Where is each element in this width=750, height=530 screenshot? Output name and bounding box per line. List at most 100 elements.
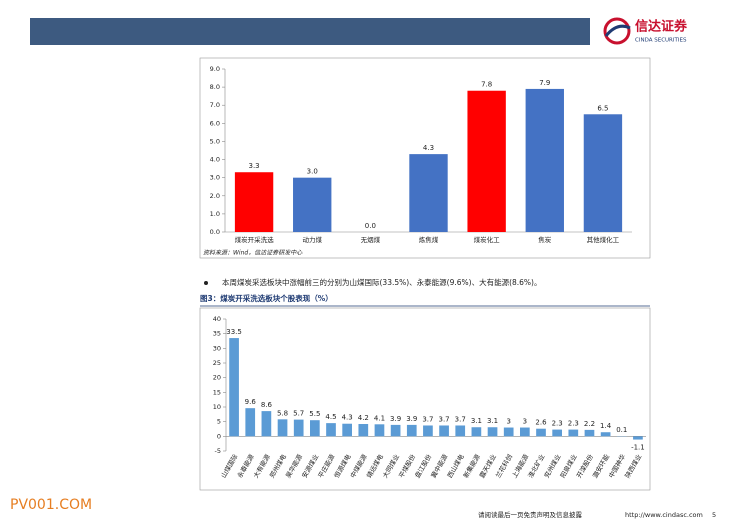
data-label: 3.3 xyxy=(249,162,260,170)
y-tick-label: 5.0 xyxy=(210,137,220,145)
data-label: 4.3 xyxy=(342,414,353,422)
y-tick-label: 3.0 xyxy=(210,174,220,182)
bar xyxy=(584,429,595,437)
data-label: 3.9 xyxy=(390,415,401,423)
data-label: 4.2 xyxy=(358,414,369,422)
y-tick-label: 40 xyxy=(213,315,221,323)
bar xyxy=(310,420,320,437)
bar xyxy=(525,88,564,232)
data-label: 4.3 xyxy=(423,144,434,152)
data-label: 3 xyxy=(506,418,510,426)
logo-text: 信达证券 xyxy=(635,19,688,35)
data-label: 3.7 xyxy=(455,415,466,423)
chart-frame xyxy=(199,307,651,491)
data-label: 1.4 xyxy=(600,422,612,430)
y-tick-label: 15 xyxy=(213,388,221,396)
data-label: 5.8 xyxy=(277,409,288,417)
bar xyxy=(503,427,514,437)
data-label: 4.1 xyxy=(374,414,385,422)
y-tick-label: 30 xyxy=(213,344,221,352)
logo-icon xyxy=(603,17,631,45)
data-label: 2.3 xyxy=(552,420,563,428)
y-tick-label: 2.0 xyxy=(210,192,220,200)
disclaimer: 请阅读最后一页免责声明及信息披露 xyxy=(478,510,583,519)
data-label: 3.0 xyxy=(307,168,318,176)
y-tick-label: -5 xyxy=(215,447,221,455)
y-tick-label: 0.0 xyxy=(210,228,220,236)
page-number: 5 xyxy=(712,511,716,519)
y-tick-label: 10 xyxy=(213,403,221,411)
bar xyxy=(552,429,562,437)
figure-title: 图3：煤炭开采洗选板块个股表现（%） xyxy=(200,293,333,303)
bar xyxy=(374,424,385,437)
data-label: 0.1 xyxy=(616,426,627,434)
bar xyxy=(583,114,623,232)
data-label: 5.7 xyxy=(293,410,304,418)
y-tick-label: 5 xyxy=(217,418,221,426)
data-label: 3 xyxy=(523,418,527,426)
y-tick-label: 8.0 xyxy=(210,83,220,91)
header-bar xyxy=(30,18,590,45)
bar xyxy=(261,411,272,437)
data-label: 0.0 xyxy=(365,222,376,230)
x-tick-label: 其他煤化工 xyxy=(587,235,620,244)
bar xyxy=(229,338,239,437)
y-tick-label: 1.0 xyxy=(210,210,220,218)
data-label: 8.6 xyxy=(261,401,273,409)
data-label: 6.5 xyxy=(597,104,608,112)
data-label: 3.7 xyxy=(439,415,450,423)
bar xyxy=(293,177,332,232)
data-label: 3.1 xyxy=(471,417,482,425)
x-tick-label: 动力煤 xyxy=(302,235,322,244)
data-label: 3.1 xyxy=(487,417,498,425)
bar xyxy=(277,419,288,437)
bar xyxy=(406,424,417,437)
y-tick-label: 0 xyxy=(217,432,221,440)
data-label: 3.7 xyxy=(422,415,433,423)
bullet-text: 本周煤炭采选板块中涨幅前三的分别为山煤国际(33.5%)、永泰能源(9.6%)、… xyxy=(222,277,542,287)
y-tick-label: 9.0 xyxy=(210,65,220,73)
watermark: PV001.COM xyxy=(10,497,92,513)
y-tick-label: 4.0 xyxy=(210,156,220,164)
bar xyxy=(600,432,611,437)
x-tick-label: 煤炭开采洗选 xyxy=(235,235,275,244)
data-label: 2.6 xyxy=(535,419,547,427)
bar xyxy=(358,424,369,437)
data-label: 7.8 xyxy=(481,81,492,89)
data-label: 2.2 xyxy=(584,420,595,428)
bar xyxy=(487,427,498,437)
x-tick-label: 无烟煤 xyxy=(361,235,381,244)
x-tick-label: 炼焦煤 xyxy=(419,235,439,244)
data-label: 3.9 xyxy=(406,415,417,423)
url: http://www.cindasc.com xyxy=(625,511,703,519)
bar xyxy=(326,423,336,437)
data-label: 9.6 xyxy=(245,398,257,406)
data-label: 7.9 xyxy=(539,79,550,87)
data-label: 5.5 xyxy=(309,410,320,418)
bar xyxy=(536,428,546,437)
bar xyxy=(423,425,433,437)
bar xyxy=(342,423,352,437)
logo-sub: CINDA SECURITIES xyxy=(635,38,687,44)
bar xyxy=(455,425,466,437)
source: 资料来源：Wind，信达证券研发中心 xyxy=(203,249,303,257)
bar xyxy=(568,429,579,437)
bar xyxy=(471,427,482,437)
bar xyxy=(520,427,530,437)
bar xyxy=(293,419,304,437)
logo-swoosh xyxy=(604,24,631,37)
y-tick-label: 20 xyxy=(213,374,221,382)
data-label: 2.3 xyxy=(568,420,579,428)
data-label: 33.5 xyxy=(226,328,242,336)
y-tick-label: 25 xyxy=(213,359,221,367)
data-label: 4.5 xyxy=(325,413,336,421)
bar xyxy=(633,436,643,440)
bar xyxy=(245,408,256,437)
chart-frame xyxy=(199,57,651,259)
bar xyxy=(390,424,401,437)
x-tick-label: 焦炭 xyxy=(538,235,552,244)
bar xyxy=(234,172,274,232)
y-tick-label: 7.0 xyxy=(210,101,220,109)
y-tick-label: 35 xyxy=(213,330,221,338)
